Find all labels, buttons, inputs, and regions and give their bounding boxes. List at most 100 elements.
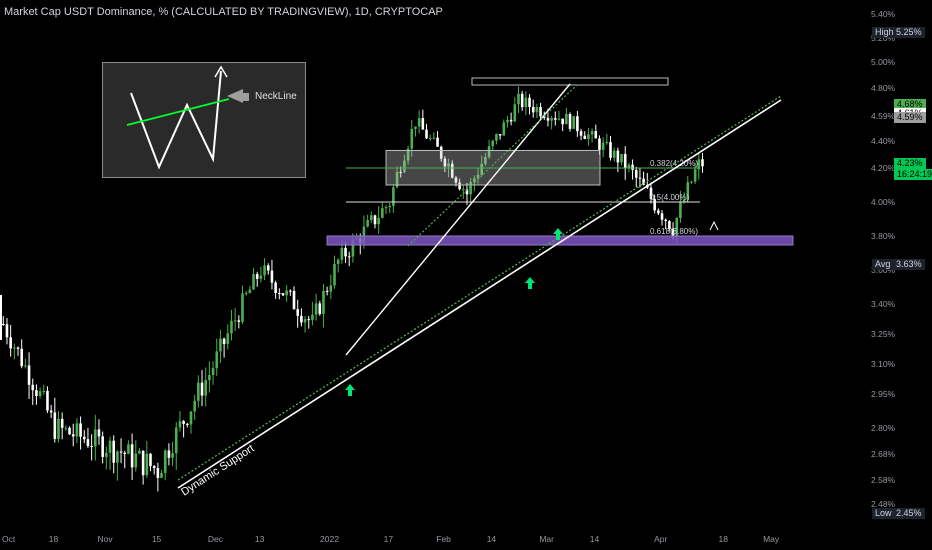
candle-body (406, 148, 410, 161)
candle-body (590, 131, 594, 135)
candle-body (20, 348, 23, 367)
candle-body (60, 418, 64, 428)
candle-body (539, 107, 542, 117)
candle-body (517, 93, 520, 105)
candle-body (211, 368, 215, 375)
candle-body (605, 142, 609, 144)
price-tick-label: 2.48% (871, 499, 896, 509)
candle-body (631, 164, 634, 170)
candle-body (189, 411, 193, 425)
candle-body (690, 181, 693, 183)
candle-body (27, 365, 31, 385)
countdown-badge: 16:24:19 (894, 168, 932, 180)
candle-body (671, 229, 675, 236)
arrow-up-icon (525, 277, 535, 289)
price-badge-label: Low (872, 508, 895, 519)
candle-body (86, 439, 90, 446)
candle-body (292, 290, 296, 310)
candle-body (531, 106, 535, 113)
price-tick-label: 4.40% (871, 136, 896, 146)
arrow-up-icon (553, 228, 563, 240)
neckline-label: NeckLine (255, 91, 297, 102)
candle-body (377, 217, 380, 225)
candle-body (421, 118, 425, 130)
candle-body (649, 187, 653, 199)
time-tick-label: 15 (152, 534, 162, 544)
candle-body (399, 172, 403, 174)
candle-body (609, 142, 612, 158)
candle-body (392, 187, 395, 206)
time-tick-label: 13 (255, 534, 265, 544)
candle-body (156, 468, 160, 479)
candle-body (152, 466, 156, 469)
candle-body (105, 452, 108, 457)
candle-body (31, 384, 35, 391)
price-tick-label: 5.20% (871, 33, 896, 43)
candle-body (193, 400, 196, 412)
steep-trendline-dotted (407, 83, 579, 247)
arrow-left-icon (227, 89, 243, 103)
candle-body (473, 178, 476, 183)
steep-trendline (345, 83, 571, 356)
price-axis[interactable]: 5.40% 5.20% 5.00% 4.80% 4.59% 4.40% 4.20% 4.00%… (871, 9, 896, 509)
price-badge: 5.25% (893, 27, 925, 38)
candle-body (263, 265, 266, 276)
candle-body (561, 118, 564, 125)
time-tick-label: 14 (590, 534, 600, 544)
time-tick-label: Mar (539, 534, 554, 544)
arrow-up-icon (345, 384, 355, 396)
candle-body (598, 138, 601, 150)
candle-body (458, 182, 461, 190)
candle-body (119, 451, 123, 453)
candle-body (495, 134, 498, 141)
candle-body (565, 114, 568, 125)
candle-body (336, 259, 340, 265)
candle-body (197, 382, 200, 401)
time-tick-label: 18 (719, 534, 729, 544)
candle-body (557, 118, 561, 120)
candle-body (568, 114, 572, 129)
candlestick-series (2, 86, 704, 492)
candle-body (123, 452, 127, 454)
price-tick-label: 3.80% (871, 231, 896, 241)
candle-body (425, 129, 428, 139)
candle-body (134, 453, 138, 468)
time-axis[interactable]: Oct 18 Nov 15 Dec 13 2022 17 Feb 14 Mar 14 Apr 18 May (2, 534, 780, 544)
candle-body (204, 380, 207, 396)
candle-body (71, 434, 75, 437)
candle-body (244, 293, 248, 295)
price-tick-label: 2.58% (871, 475, 896, 485)
drawing-layer: 0.382(4.20%)0.5(4.00%)0.618(3.80%)Dynami… (0, 77, 794, 499)
candle-body (296, 309, 299, 316)
candle-body (266, 265, 270, 271)
candle-body (601, 142, 605, 150)
candle-body (259, 275, 263, 279)
price-tick-label: 4.20% (871, 163, 896, 173)
candle-body (620, 153, 623, 163)
price-badge-label: Avg (872, 258, 894, 270)
candle-body (57, 418, 60, 439)
candle-body (178, 421, 182, 428)
candle-body (322, 290, 325, 314)
candle-body (612, 150, 616, 158)
price-tick-label: 3.25% (871, 329, 896, 339)
candle-body (226, 333, 230, 345)
neckline-inset: NeckLine (102, 62, 306, 178)
candle-body (370, 215, 373, 221)
candle-body (9, 337, 12, 349)
candle-body (491, 140, 495, 147)
price-tick-label: 4.80% (871, 83, 896, 93)
candle-body (281, 293, 285, 296)
candle-body (82, 436, 86, 440)
candle-body (222, 338, 226, 345)
candle-body (579, 131, 583, 136)
candle-body (513, 104, 517, 122)
dynamic-support-dotted (177, 95, 782, 481)
candle-body (138, 450, 141, 454)
candle-body (550, 118, 553, 121)
candle-body (163, 450, 167, 473)
candle-body (528, 97, 531, 107)
candle-body (35, 390, 38, 396)
candle-body (160, 472, 163, 479)
